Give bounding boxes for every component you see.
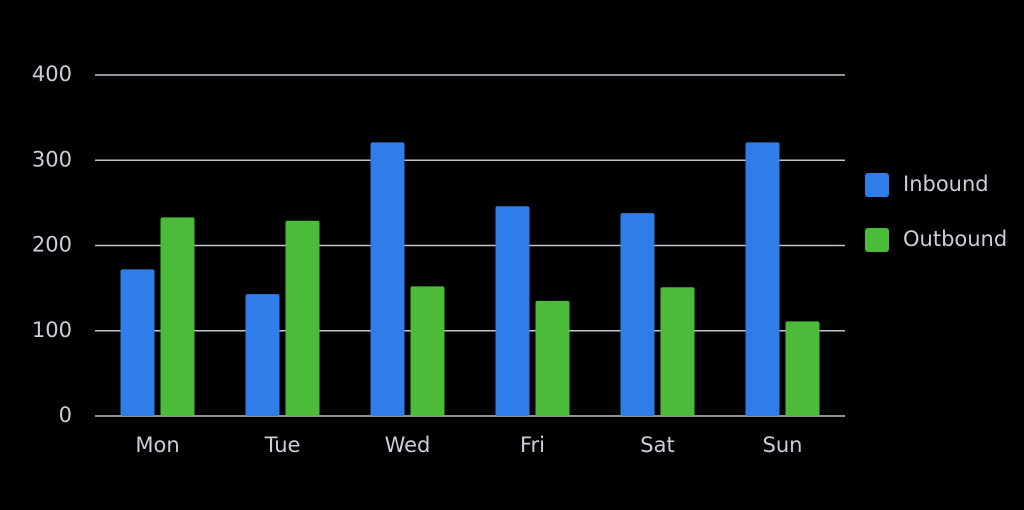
bar (160, 217, 195, 416)
bar (495, 206, 530, 416)
bar (745, 142, 780, 416)
bar (245, 294, 280, 416)
bar (410, 286, 445, 416)
y-tick-label: 400 (32, 62, 72, 86)
legend-label: Inbound (903, 172, 989, 196)
bar (285, 220, 320, 416)
y-tick-label: 300 (32, 147, 72, 171)
legend-label: Outbound (903, 227, 1007, 251)
x-tick-label: Wed (385, 433, 431, 457)
y-tick-label: 0 (59, 403, 72, 427)
x-tick-label: Sun (763, 433, 803, 457)
bar (785, 321, 820, 416)
legend-swatch (865, 173, 889, 197)
y-tick-label: 200 (32, 233, 72, 257)
x-tick-label: Sat (640, 433, 674, 457)
bar (620, 213, 655, 416)
bar (660, 287, 695, 416)
bar (370, 142, 405, 416)
x-tick-label: Fri (520, 433, 545, 457)
bar (120, 269, 155, 416)
y-tick-label: 100 (32, 318, 72, 342)
bar (535, 300, 570, 416)
legend-swatch (865, 228, 889, 252)
x-tick-label: Mon (135, 433, 179, 457)
x-tick-label: Tue (264, 433, 301, 457)
